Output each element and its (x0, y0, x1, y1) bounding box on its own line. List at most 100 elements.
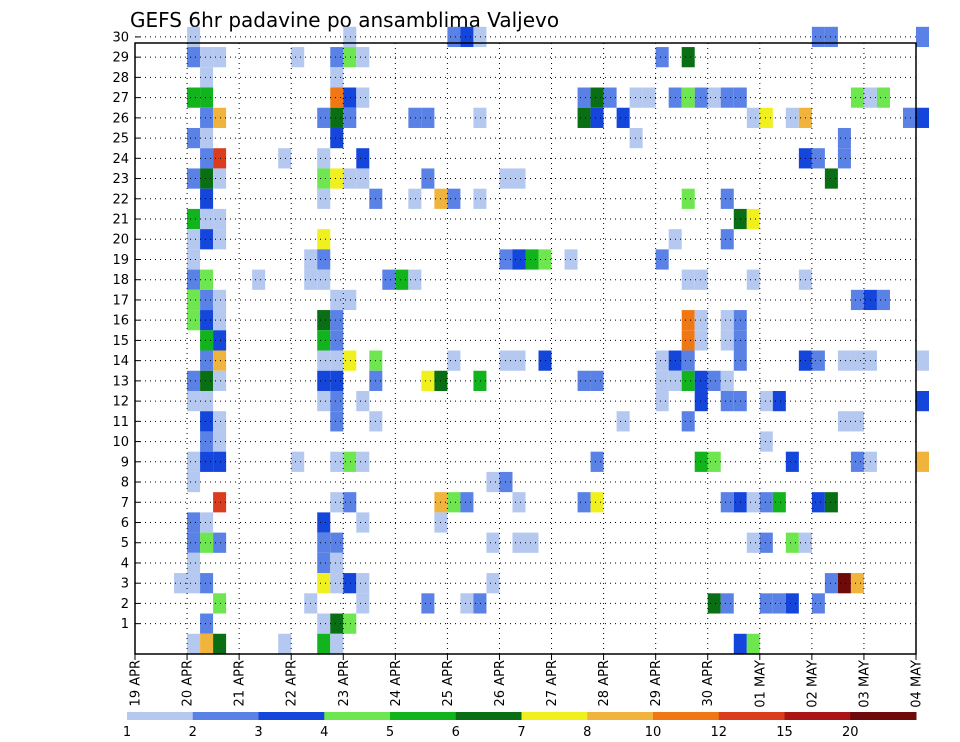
colorbar-label: 10 (645, 725, 662, 740)
precip-cell (330, 411, 344, 432)
precip-cell (707, 451, 721, 472)
precip-cell (525, 532, 539, 553)
precip-cell (213, 310, 227, 331)
precip-cell (447, 350, 461, 371)
precip-cell (200, 87, 214, 108)
precip-cell (187, 633, 201, 654)
precip-cell (187, 208, 201, 230)
precip-cell (512, 168, 526, 189)
precip-cell (356, 47, 370, 68)
precip-cell (343, 107, 357, 128)
precip-cell (577, 87, 591, 108)
precip-cell (317, 330, 331, 351)
precip-cell (330, 451, 344, 472)
y-tick-label: 4 (121, 556, 129, 571)
precip-cell (356, 573, 370, 594)
precip-cell (343, 451, 357, 472)
precip-cell (785, 593, 799, 614)
precip-cell (200, 168, 214, 189)
precip-cell (187, 573, 201, 594)
precip-cell (200, 330, 214, 351)
precip-cell (876, 87, 890, 108)
precip-cell (330, 168, 344, 189)
precip-cell (187, 512, 201, 533)
y-tick-label: 5 (121, 536, 129, 551)
precip-cell (720, 310, 734, 331)
precip-cell (213, 148, 227, 169)
precip-cell (837, 411, 851, 432)
precip-cell (317, 573, 331, 594)
precip-cell (473, 26, 487, 48)
precip-cell (681, 350, 695, 371)
precip-cell (408, 107, 422, 128)
precip-cell (681, 330, 695, 351)
precip-cell (200, 67, 214, 88)
precip-cell (278, 633, 292, 654)
precip-cell (759, 431, 773, 452)
precip-cell (486, 532, 500, 553)
precip-cell (343, 573, 357, 594)
y-tick-label: 11 (112, 415, 129, 430)
precip-cell (655, 47, 669, 68)
y-tick-label: 20 (112, 233, 129, 248)
precip-cell (330, 127, 344, 149)
precip-cell (330, 613, 344, 634)
precip-cell (590, 451, 604, 472)
precip-cell (330, 330, 344, 351)
precip-cell (811, 492, 825, 513)
precip-cell (785, 451, 799, 472)
precip-cell (720, 330, 734, 351)
precip-cell (811, 593, 825, 614)
precip-cell (213, 411, 227, 432)
precip-cell (421, 107, 435, 128)
x-tick-label: 23 APR (337, 660, 352, 706)
colorbar-swatch (718, 712, 785, 720)
precip-cell (629, 127, 643, 149)
precip-cell (916, 107, 930, 128)
colorbar-swatch (390, 712, 457, 720)
precip-cell (512, 492, 526, 513)
precip-cell (590, 107, 604, 128)
precip-cell (447, 492, 461, 513)
precip-cell (317, 633, 331, 654)
precip-cell (343, 87, 357, 108)
colorbar-swatch (587, 712, 654, 720)
colorbar-swatch (850, 712, 917, 720)
y-tick-label: 17 (112, 293, 129, 308)
precip-cell (213, 208, 227, 230)
precip-cell (837, 127, 851, 149)
x-tick-label: 28 APR (597, 660, 612, 706)
precip-cell (460, 492, 474, 513)
precip-cell (330, 573, 344, 594)
y-tick-label: 24 (112, 152, 129, 167)
colorbar-label: 15 (776, 725, 793, 740)
precip-cell (330, 390, 344, 412)
precip-cell (525, 249, 539, 270)
precip-cell (473, 593, 487, 614)
precip-cell (317, 107, 331, 128)
precip-cell (720, 370, 734, 391)
precip-cell (746, 269, 760, 290)
precip-cell (187, 451, 201, 472)
precip-cell (837, 573, 851, 594)
precip-cell (330, 552, 344, 574)
colorbar-label: 3 (254, 725, 262, 740)
precip-cell (330, 350, 344, 371)
precip-cell (486, 573, 500, 594)
x-tick-label: 02 MAY (805, 660, 820, 708)
precip-cell (850, 411, 864, 432)
precip-cell (213, 289, 227, 311)
colorbar-swatch (192, 712, 259, 720)
precip-cell (343, 492, 357, 513)
x-tick-label: 19 APR (129, 660, 144, 706)
precip-cell (447, 26, 461, 48)
precip-cell (343, 47, 357, 68)
y-tick-label: 3 (121, 577, 129, 592)
precip-cell (317, 168, 331, 189)
precip-cell (317, 350, 331, 371)
precip-cell (200, 451, 214, 472)
precip-cell (200, 47, 214, 68)
precip-cell (317, 512, 331, 533)
precip-cell (590, 492, 604, 513)
precip-cell (759, 532, 773, 553)
